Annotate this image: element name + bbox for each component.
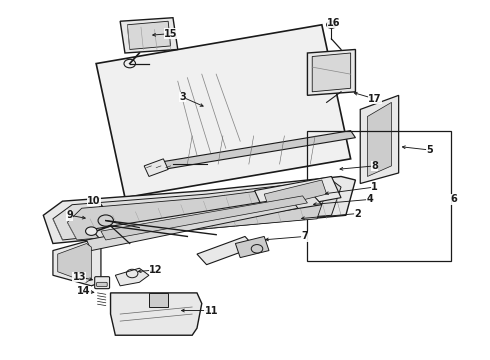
Polygon shape xyxy=(101,196,307,240)
Polygon shape xyxy=(67,184,327,240)
Polygon shape xyxy=(96,25,351,198)
Polygon shape xyxy=(144,159,168,176)
FancyBboxPatch shape xyxy=(95,277,110,289)
Polygon shape xyxy=(58,243,91,282)
Text: 4: 4 xyxy=(367,194,373,204)
Polygon shape xyxy=(312,53,351,92)
Text: 15: 15 xyxy=(164,28,177,39)
FancyBboxPatch shape xyxy=(97,282,107,287)
Polygon shape xyxy=(87,201,298,251)
Polygon shape xyxy=(264,180,327,208)
Circle shape xyxy=(86,227,97,235)
Polygon shape xyxy=(43,176,355,243)
Polygon shape xyxy=(197,237,255,265)
Text: 7: 7 xyxy=(302,231,308,242)
Polygon shape xyxy=(360,95,399,184)
Bar xyxy=(307,131,451,261)
Text: 2: 2 xyxy=(354,208,361,219)
Text: 9: 9 xyxy=(66,210,73,220)
Text: 8: 8 xyxy=(371,161,378,171)
Polygon shape xyxy=(115,268,149,286)
Text: 13: 13 xyxy=(73,272,86,282)
Polygon shape xyxy=(53,240,101,286)
Polygon shape xyxy=(120,18,178,53)
Polygon shape xyxy=(235,237,269,258)
Polygon shape xyxy=(111,293,202,335)
Polygon shape xyxy=(368,102,392,176)
Polygon shape xyxy=(255,176,341,212)
Text: 17: 17 xyxy=(368,94,381,104)
Polygon shape xyxy=(91,194,322,240)
Polygon shape xyxy=(53,180,341,240)
Text: 14: 14 xyxy=(77,286,91,296)
Text: 3: 3 xyxy=(179,92,186,102)
Polygon shape xyxy=(127,21,171,49)
Text: 12: 12 xyxy=(149,265,163,275)
Text: 10: 10 xyxy=(87,196,100,206)
Circle shape xyxy=(327,21,336,28)
Text: 16: 16 xyxy=(327,18,341,28)
Text: 11: 11 xyxy=(205,306,218,315)
Text: 6: 6 xyxy=(450,194,457,204)
Polygon shape xyxy=(307,49,355,95)
Polygon shape xyxy=(149,293,168,307)
Text: 5: 5 xyxy=(426,145,433,155)
Text: 1: 1 xyxy=(371,182,378,192)
Circle shape xyxy=(251,244,263,253)
Polygon shape xyxy=(159,131,355,170)
